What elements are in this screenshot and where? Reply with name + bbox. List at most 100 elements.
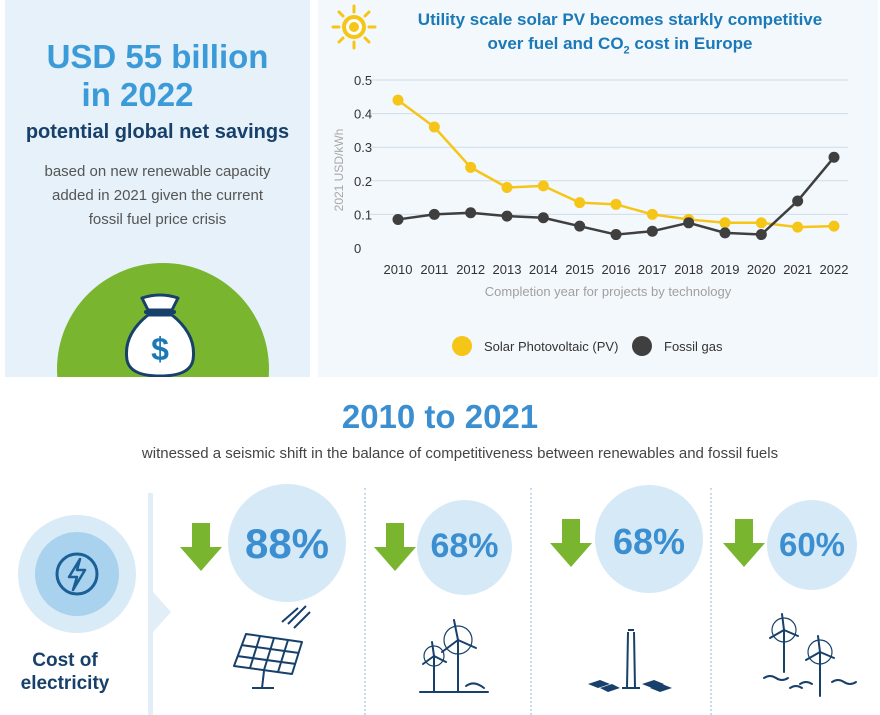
x-tick-label: 2022 — [820, 262, 849, 277]
svg-text:$: $ — [151, 331, 169, 367]
data-point-solar — [428, 121, 440, 133]
data-point-solar — [574, 197, 586, 209]
x-tick-label: 2018 — [674, 262, 703, 277]
solar-panel-icon — [233, 605, 311, 689]
chart-title-part2a: over fuel and CO — [487, 34, 624, 53]
headline-line1: USD 55 billion — [46, 38, 269, 75]
x-ticks: 2010 2011 2012 2013 2014 2015 2016 2017 2018 2019… — [384, 262, 849, 277]
grid — [370, 79, 848, 215]
legend-label-gas: Fossil gas — [664, 339, 723, 354]
x-tick-label: 2013 — [493, 262, 522, 277]
savings-panel: USD 55 billion in 2022 potential global … — [5, 0, 310, 377]
description-line1: based on new renewable capacity — [44, 163, 271, 180]
data-point-solar — [719, 217, 731, 229]
stat-value-concentrated-solar: 68% — [612, 521, 686, 562]
data-point-solar — [392, 94, 404, 106]
data-point-gas — [683, 217, 695, 229]
subheadline: potential global net savings — [25, 121, 290, 143]
stat-value-onshore-wind: 68% — [430, 527, 499, 565]
divider-bar — [148, 493, 153, 715]
concentrated-solar-icon — [588, 629, 672, 692]
stat-circle — [228, 484, 346, 602]
offshore-wind-icon — [763, 613, 857, 697]
legend-marker-solar — [452, 336, 472, 356]
data-point-solar — [755, 217, 767, 229]
y-axis-label: 2021 USD/kWh — [332, 129, 346, 212]
down-arrow-icon — [723, 519, 765, 567]
data-point-gas — [719, 227, 731, 239]
stat-value-offshore-wind: 60% — [778, 526, 846, 563]
stat-value-solar-pv: 88% — [244, 520, 330, 567]
description-line3: fossil fuel price crisis — [88, 211, 227, 228]
down-arrow-icon — [374, 523, 416, 571]
legend-label-solar: Solar Photovoltaic (PV) — [484, 339, 618, 354]
chart-panel: Utility scale solar PV becomes starkly c… — [318, 0, 878, 377]
y-tick-label: 0.5 — [354, 73, 372, 88]
cost-label-line2: electricity — [20, 673, 110, 694]
data-point-gas — [792, 195, 804, 207]
chart-title: Utility scale solar PV becomes starkly c… — [380, 8, 860, 62]
data-point-solar — [792, 221, 804, 233]
x-tick-label: 2020 — [747, 262, 776, 277]
legend-marker-gas — [632, 336, 652, 356]
cost-circle-inner — [35, 532, 119, 616]
y-tick-label: 0.1 — [354, 207, 372, 222]
data-point-gas — [755, 229, 767, 241]
chart-title-part2b: cost in Europe — [629, 34, 753, 53]
x-tick-label: 2014 — [529, 262, 558, 277]
x-axis-label: Completion year for projects by technolo… — [485, 284, 732, 299]
x-tick-label: 2019 — [711, 262, 740, 277]
stat-circle — [595, 485, 703, 593]
column-divider — [530, 488, 532, 715]
chart-title-line2: over fuel and CO2 cost in Europe — [380, 32, 860, 62]
data-point-gas — [574, 220, 586, 232]
x-tick-label: 2017 — [638, 262, 667, 277]
data-point-gas — [828, 151, 840, 163]
data-point-solar — [646, 208, 658, 220]
data-point-solar — [610, 198, 622, 210]
headline-line2: in 2022 — [81, 76, 194, 113]
y-tick-label: 0.2 — [354, 174, 372, 189]
chart-title-line1: Utility scale solar PV becomes starkly c… — [417, 10, 823, 29]
onshore-wind-icon — [419, 619, 489, 693]
data-point-solar — [465, 161, 477, 173]
legend: Solar Photovoltaic (PV) Fossil gas — [452, 336, 723, 356]
chart-title-subscript: 2 — [623, 44, 630, 57]
x-tick-label: 2010 — [384, 262, 413, 277]
data-point-solar — [537, 180, 549, 192]
data-point-solar — [501, 182, 513, 194]
x-tick-label: 2015 — [565, 262, 594, 277]
cost-of-electricity-label: Cost of electricity — [5, 649, 125, 695]
divider-pointer — [153, 592, 171, 632]
stat-circle — [767, 500, 857, 590]
money-bag-icon: $ — [124, 293, 196, 377]
down-arrow-icon — [180, 523, 222, 571]
headline: USD 55 billion in 2022 — [5, 38, 310, 114]
data-point-gas — [428, 208, 440, 220]
y-tick-label: 0.4 — [354, 107, 372, 122]
description-line2: added in 2021 given the current — [52, 187, 263, 204]
data-point-gas — [465, 207, 477, 219]
y-tick-label: 0.3 — [354, 140, 372, 155]
line-chart: 00.10.20.30.40.5 2010 2011 2012 2013 2014 201… — [332, 73, 849, 356]
description: based on new renewable capacity added in… — [25, 160, 290, 232]
data-point-gas — [610, 229, 622, 241]
cost-label-line1: Cost of — [32, 650, 98, 671]
y-ticks: 0 0.1 0.2 0.3 0.4 0.5 — [354, 73, 372, 256]
column-divider — [364, 488, 366, 715]
data-point-gas — [646, 225, 658, 237]
data-point-solar — [828, 220, 840, 232]
years-heading: 2010 to 2021 — [341, 398, 539, 435]
series — [392, 94, 840, 241]
data-point-gas — [537, 212, 549, 224]
x-tick-label: 2016 — [602, 262, 631, 277]
stat-circle — [417, 500, 512, 595]
data-point-gas — [501, 210, 513, 222]
shift-description: witnessed a seismic shift in the balance… — [141, 445, 779, 462]
column-divider — [710, 488, 712, 715]
x-tick-label: 2011 — [420, 262, 448, 277]
data-point-gas — [392, 213, 404, 225]
x-tick-label: 2021 — [783, 262, 812, 277]
lightning-bolt-icon — [55, 552, 99, 596]
x-tick-label: 2012 — [456, 262, 485, 277]
